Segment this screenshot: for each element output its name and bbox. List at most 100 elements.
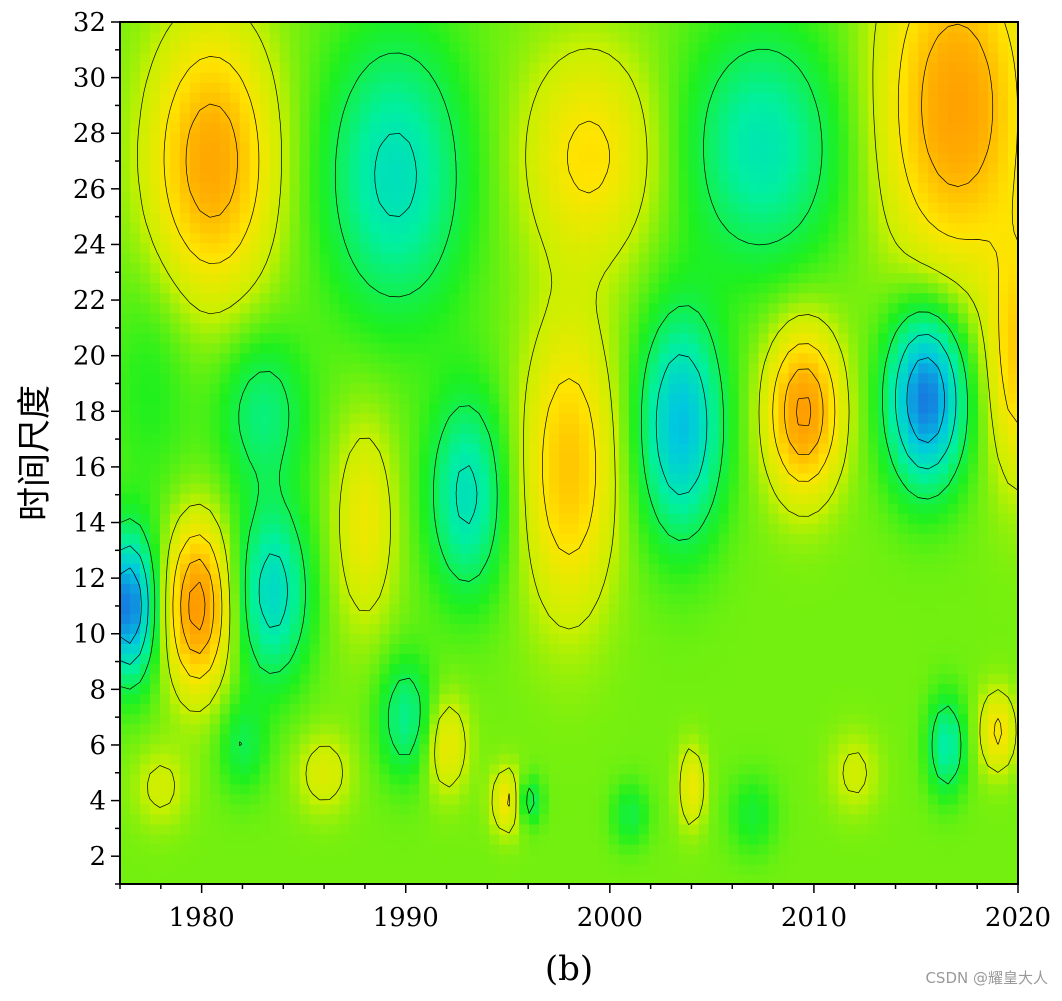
heat-cell [319, 453, 331, 464]
heat-cell [129, 863, 141, 875]
heat-cell [1008, 392, 1018, 404]
heat-cell [299, 693, 311, 705]
heat-cell [978, 513, 989, 524]
heat-cell [898, 352, 909, 364]
heat-cell [838, 603, 849, 614]
heat-cell [948, 723, 959, 735]
heat-cell [828, 683, 839, 695]
heat-cell [888, 422, 899, 434]
heat-cell [279, 603, 291, 614]
heat-cell [608, 382, 620, 394]
heat-cell [319, 332, 331, 344]
heat-cell [379, 853, 390, 865]
heat-cell [209, 623, 221, 635]
heat-cell [399, 603, 410, 614]
heat-cell [489, 733, 500, 745]
heat-cell [598, 402, 610, 414]
heat-cell [798, 593, 810, 604]
heat-cell [808, 563, 820, 574]
heat-cell [399, 753, 410, 765]
heat-cell [319, 483, 331, 494]
heat-cell [429, 773, 440, 785]
heat-cell [858, 563, 869, 574]
heat-cell [608, 713, 620, 725]
heat-cell [1008, 402, 1018, 414]
heat-cell [399, 332, 410, 344]
heat-cell [738, 633, 750, 645]
heat-cell [688, 493, 700, 504]
heat-cell [888, 743, 899, 755]
heat-cell [239, 613, 251, 624]
heat-cell [648, 553, 660, 564]
heat-cell [678, 533, 690, 544]
heat-cell [349, 372, 361, 384]
heat-cell [249, 432, 261, 444]
heat-cell [728, 553, 740, 564]
heat-cell [598, 573, 610, 584]
heat-cell [748, 813, 760, 825]
heat-cell [808, 432, 820, 444]
heat-cell [299, 773, 311, 785]
heat-cell [878, 513, 889, 524]
heat-cell [648, 573, 660, 584]
heat-cell [808, 463, 820, 474]
heat-cell [569, 593, 580, 604]
heat-cell [279, 593, 291, 604]
heat-cell [668, 653, 680, 665]
heat-cell [269, 583, 281, 594]
heat-cell [549, 332, 560, 344]
heat-cell [818, 803, 830, 815]
heat-cell [928, 823, 939, 835]
heat-cell [608, 793, 620, 805]
heat-cell [459, 422, 470, 434]
heat-cell [768, 463, 780, 474]
heat-cell [199, 473, 211, 484]
heat-cell [519, 783, 530, 795]
heat-cell [149, 613, 161, 624]
heat-cell [638, 523, 650, 534]
heat-cell [578, 543, 590, 554]
heat-cell [728, 693, 740, 705]
heat-cell [499, 803, 510, 815]
heat-cell [738, 453, 750, 464]
heat-cell [129, 553, 141, 564]
heat-cell [539, 523, 550, 534]
heat-cell [439, 372, 450, 384]
heat-cell [788, 643, 800, 655]
heat-cell [439, 543, 450, 554]
heat-cell [529, 763, 540, 775]
heat-cell [978, 573, 989, 584]
heat-cell [269, 663, 281, 675]
heat-cell [459, 823, 470, 835]
heat-cell [409, 853, 420, 865]
heat-cell [249, 563, 261, 574]
heat-cell [499, 543, 510, 554]
heat-cell [419, 683, 430, 695]
heat-cell [229, 543, 241, 554]
heat-cell [569, 483, 580, 494]
heat-cell [888, 563, 899, 574]
heat-cell [519, 733, 530, 745]
heat-cell [559, 352, 570, 364]
heat-cell [958, 723, 969, 735]
heat-cell [998, 823, 1009, 835]
heat-cell [948, 473, 959, 484]
heat-cell [419, 523, 430, 534]
heat-cell [798, 673, 810, 685]
heat-cell [618, 392, 630, 404]
heat-cell [479, 853, 490, 865]
heat-cell [289, 843, 301, 855]
heat-cell [768, 342, 780, 354]
heat-cell [928, 543, 939, 554]
heat-cell [559, 853, 570, 865]
heat-cell [648, 422, 660, 434]
heat-cell [758, 863, 770, 875]
heat-cell [319, 603, 331, 614]
heat-cell [369, 432, 381, 444]
heat-cell [918, 503, 929, 514]
heat-cell [319, 703, 331, 715]
heat-cell [269, 442, 281, 454]
heat-cell [688, 503, 700, 514]
heat-cell [678, 463, 690, 474]
heat-cell [798, 783, 810, 795]
